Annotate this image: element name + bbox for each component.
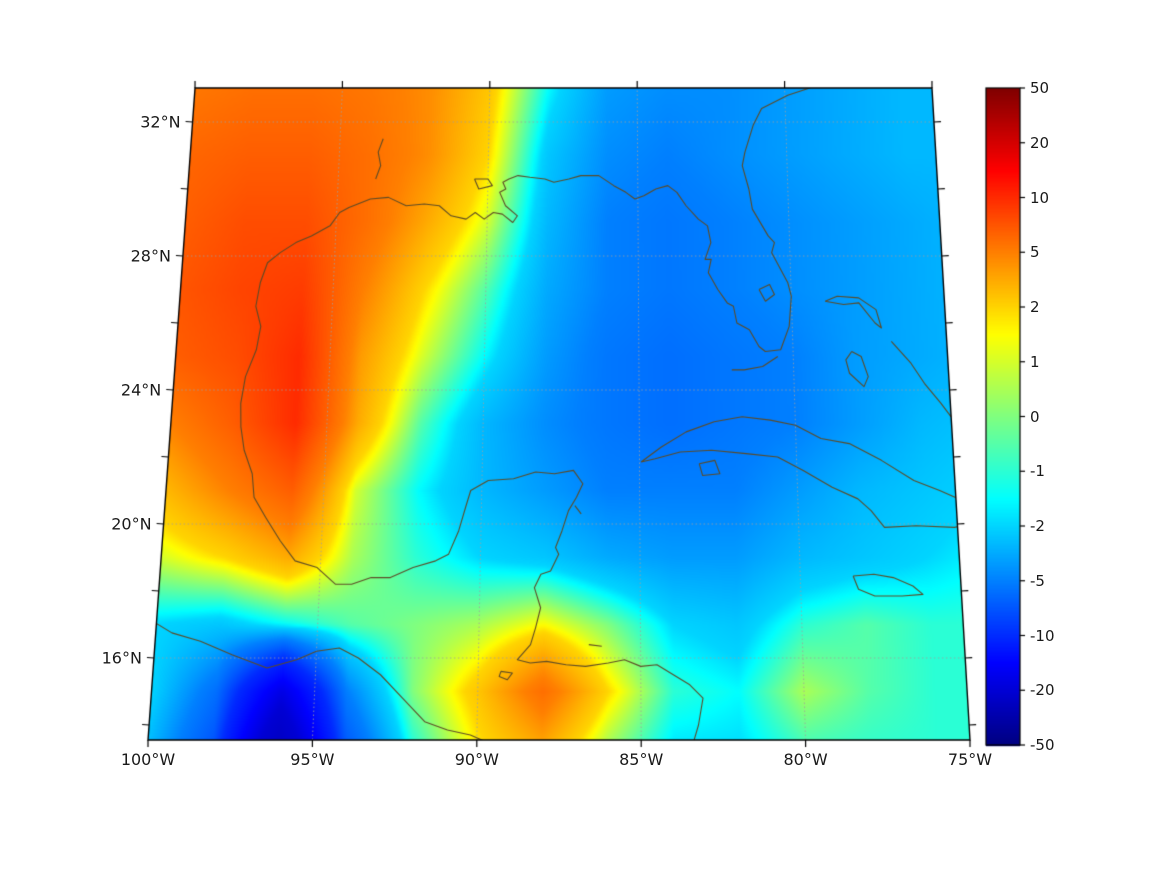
map-plot-canvas — [0, 0, 1167, 875]
figure: 32°N 28°N 24°N 20°N 16°N 100°W 95°W 90°W 85°W 80°… — [0, 0, 1167, 875]
